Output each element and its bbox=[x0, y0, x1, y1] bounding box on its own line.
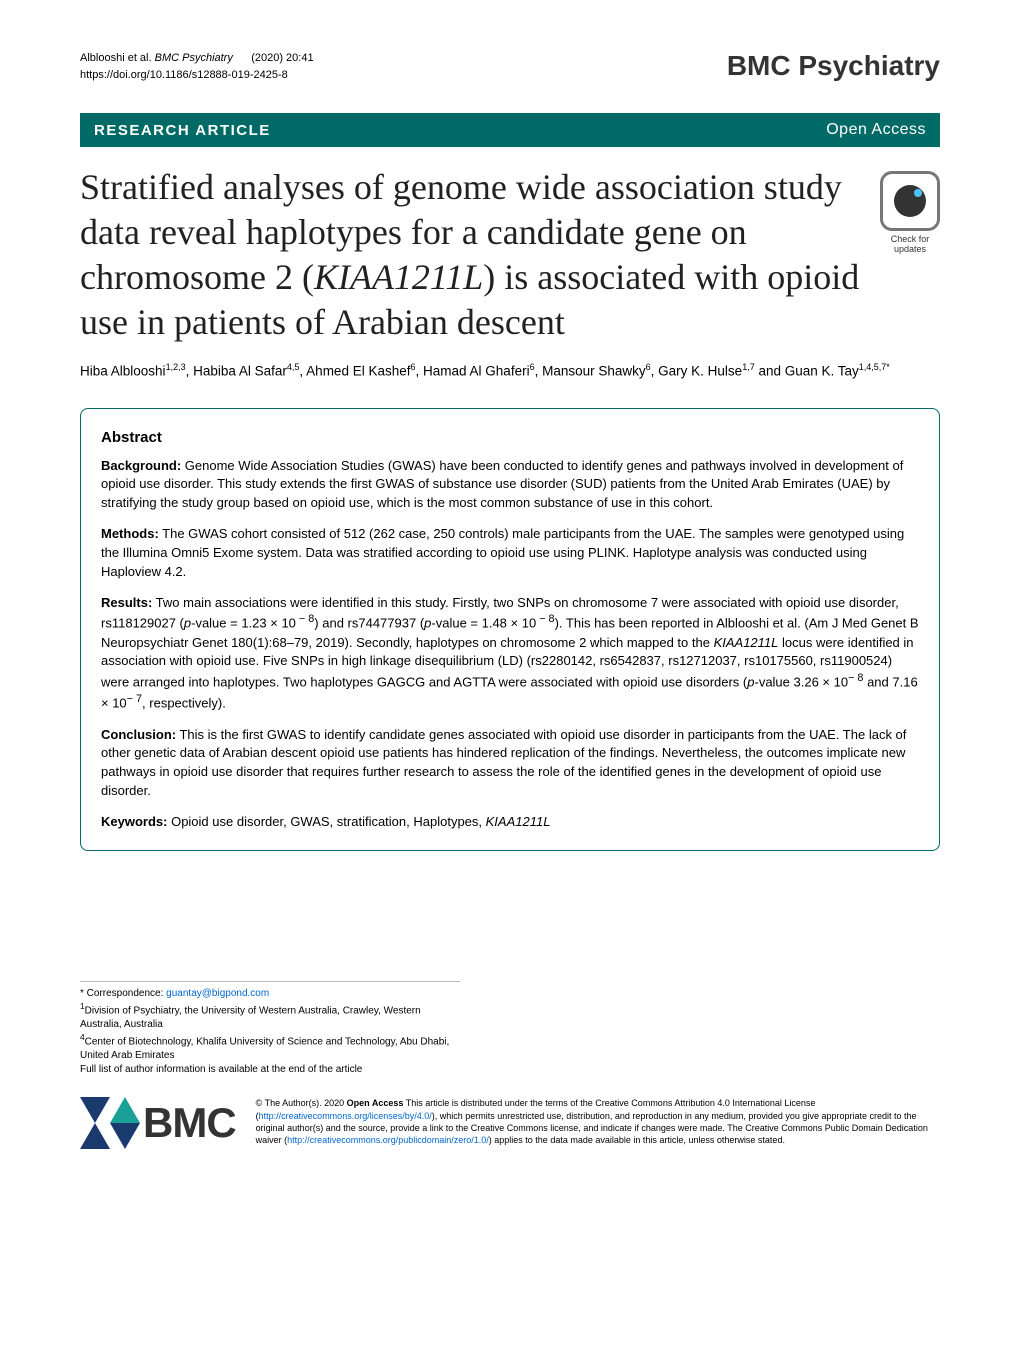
citation-year-vol: (2020) 20:41 bbox=[251, 52, 313, 64]
results-exp2: − 8 bbox=[536, 613, 554, 625]
keywords-label: Keywords: bbox=[101, 814, 167, 829]
results-exp4: − 7 bbox=[127, 693, 142, 705]
license-text: © The Author(s). 2020 Open Access This a… bbox=[256, 1097, 940, 1146]
publisher-row: BMC © The Author(s). 2020 Open Access Th… bbox=[80, 1097, 940, 1149]
correspondence-email[interactable]: guantay@bigpond.com bbox=[166, 988, 269, 999]
author-4: , Hamad Al Ghaferi bbox=[416, 364, 530, 379]
check-updates-badge[interactable]: Check for updates bbox=[880, 171, 940, 254]
author-5: , Mansour Shawky bbox=[535, 364, 646, 379]
license-t4: ) applies to the data made available in … bbox=[489, 1135, 785, 1145]
citation-authors: Alblooshi et al. bbox=[80, 52, 152, 64]
methods-label: Methods: bbox=[101, 526, 159, 541]
license-link1[interactable]: http://creativecommons.org/licenses/by/4… bbox=[259, 1111, 432, 1121]
article-type: RESEARCH ARTICLE bbox=[94, 122, 271, 139]
abstract-conclusion: Conclusion: This is the first GWAS to id… bbox=[101, 726, 919, 801]
license-t1: © The Author(s). 2020 bbox=[256, 1098, 347, 1108]
correspondence-label: * Correspondence: bbox=[80, 988, 166, 999]
conclusion-text: This is the first GWAS to identify candi… bbox=[101, 727, 906, 799]
conclusion-label: Conclusion: bbox=[101, 727, 176, 742]
abstract-background: Background: Genome Wide Association Stud… bbox=[101, 457, 919, 514]
results-t7: -value 3.26 × 10 bbox=[754, 675, 848, 690]
abstract-keywords: Keywords: Opioid use disorder, GWAS, str… bbox=[101, 813, 919, 832]
author-2-aff: 4,5 bbox=[287, 362, 300, 372]
abstract-methods: Methods: The GWAS cohort consisted of 51… bbox=[101, 525, 919, 582]
doi: https://doi.org/10.1186/s12888-019-2425-… bbox=[80, 69, 288, 81]
aff4: Center of Biotechnology, Khalifa Univers… bbox=[80, 1036, 449, 1061]
license-oa: Open Access bbox=[347, 1098, 404, 1108]
author-6-aff: 1,7 bbox=[742, 362, 755, 372]
license-link2[interactable]: http://creativecommons.org/publicdomain/… bbox=[287, 1135, 489, 1145]
citation-journal: BMC Psychiatry bbox=[155, 52, 233, 64]
results-t3: ) and rs74477937 ( bbox=[314, 616, 424, 631]
bmc-logo: BMC bbox=[80, 1097, 236, 1149]
author-3: , Ahmed El Kashef bbox=[299, 364, 410, 379]
bg-label: Background: bbox=[101, 458, 181, 473]
author-2: , Habiba Al Safar bbox=[186, 364, 287, 379]
results-label: Results: bbox=[101, 595, 152, 610]
author-7-aff: 1,4,5,7* bbox=[859, 362, 890, 372]
abstract-box: Abstract Background: Genome Wide Associa… bbox=[80, 408, 940, 851]
correspondence-block: * Correspondence: guantay@bigpond.com 1D… bbox=[80, 981, 460, 1078]
title-block: Stratified analyses of genome wide assoc… bbox=[80, 165, 940, 345]
check-updates-line1: Check for bbox=[880, 234, 940, 244]
results-gene: KIAA1211L bbox=[714, 635, 779, 650]
keywords-text: Opioid use disorder, GWAS, stratificatio… bbox=[167, 814, 485, 829]
author-1-aff: 1,2,3 bbox=[166, 362, 186, 372]
article-title: Stratified analyses of genome wide assoc… bbox=[80, 165, 860, 345]
journal-logo: BMC Psychiatry bbox=[727, 50, 940, 82]
methods-text: The GWAS cohort consisted of 512 (262 ca… bbox=[101, 526, 904, 579]
results-exp1: − 8 bbox=[296, 613, 314, 625]
bg-text: Genome Wide Association Studies (GWAS) h… bbox=[101, 458, 903, 511]
results-exp3: − 8 bbox=[848, 672, 863, 684]
author-6: , Gary K. Hulse bbox=[651, 364, 743, 379]
citation-block: Alblooshi et al. BMC Psychiatry (2020) 2… bbox=[80, 50, 314, 83]
abstract-results: Results: Two main associations were iden… bbox=[101, 594, 919, 714]
results-t2: -value = 1.23 × 10 bbox=[191, 616, 296, 631]
bmc-logo-text: BMC bbox=[143, 1099, 236, 1147]
keywords-gene: KIAA1211L bbox=[486, 814, 551, 829]
article-type-bar: RESEARCH ARTICLE Open Access bbox=[80, 113, 940, 147]
header-top: Alblooshi et al. BMC Psychiatry (2020) 2… bbox=[80, 50, 940, 83]
abstract-heading: Abstract bbox=[101, 427, 919, 449]
crossmark-icon bbox=[880, 171, 940, 231]
open-access-label: Open Access bbox=[826, 121, 926, 139]
results-t9: , respectively). bbox=[142, 696, 226, 711]
results-t4: -value = 1.48 × 10 bbox=[431, 616, 536, 631]
author-1: Hiba Alblooshi bbox=[80, 364, 166, 379]
bmc-logo-mark-icon bbox=[80, 1097, 140, 1149]
aff1: Division of Psychiatry, the University o… bbox=[80, 1005, 421, 1030]
title-gene: KIAA1211L bbox=[314, 257, 483, 297]
full-list: Full list of author information is avail… bbox=[80, 1064, 362, 1075]
check-updates-line2: updates bbox=[880, 244, 940, 254]
authors-list: Hiba Alblooshi1,2,3, Habiba Al Safar4,5,… bbox=[80, 361, 940, 382]
author-7: and Guan K. Tay bbox=[755, 364, 859, 379]
